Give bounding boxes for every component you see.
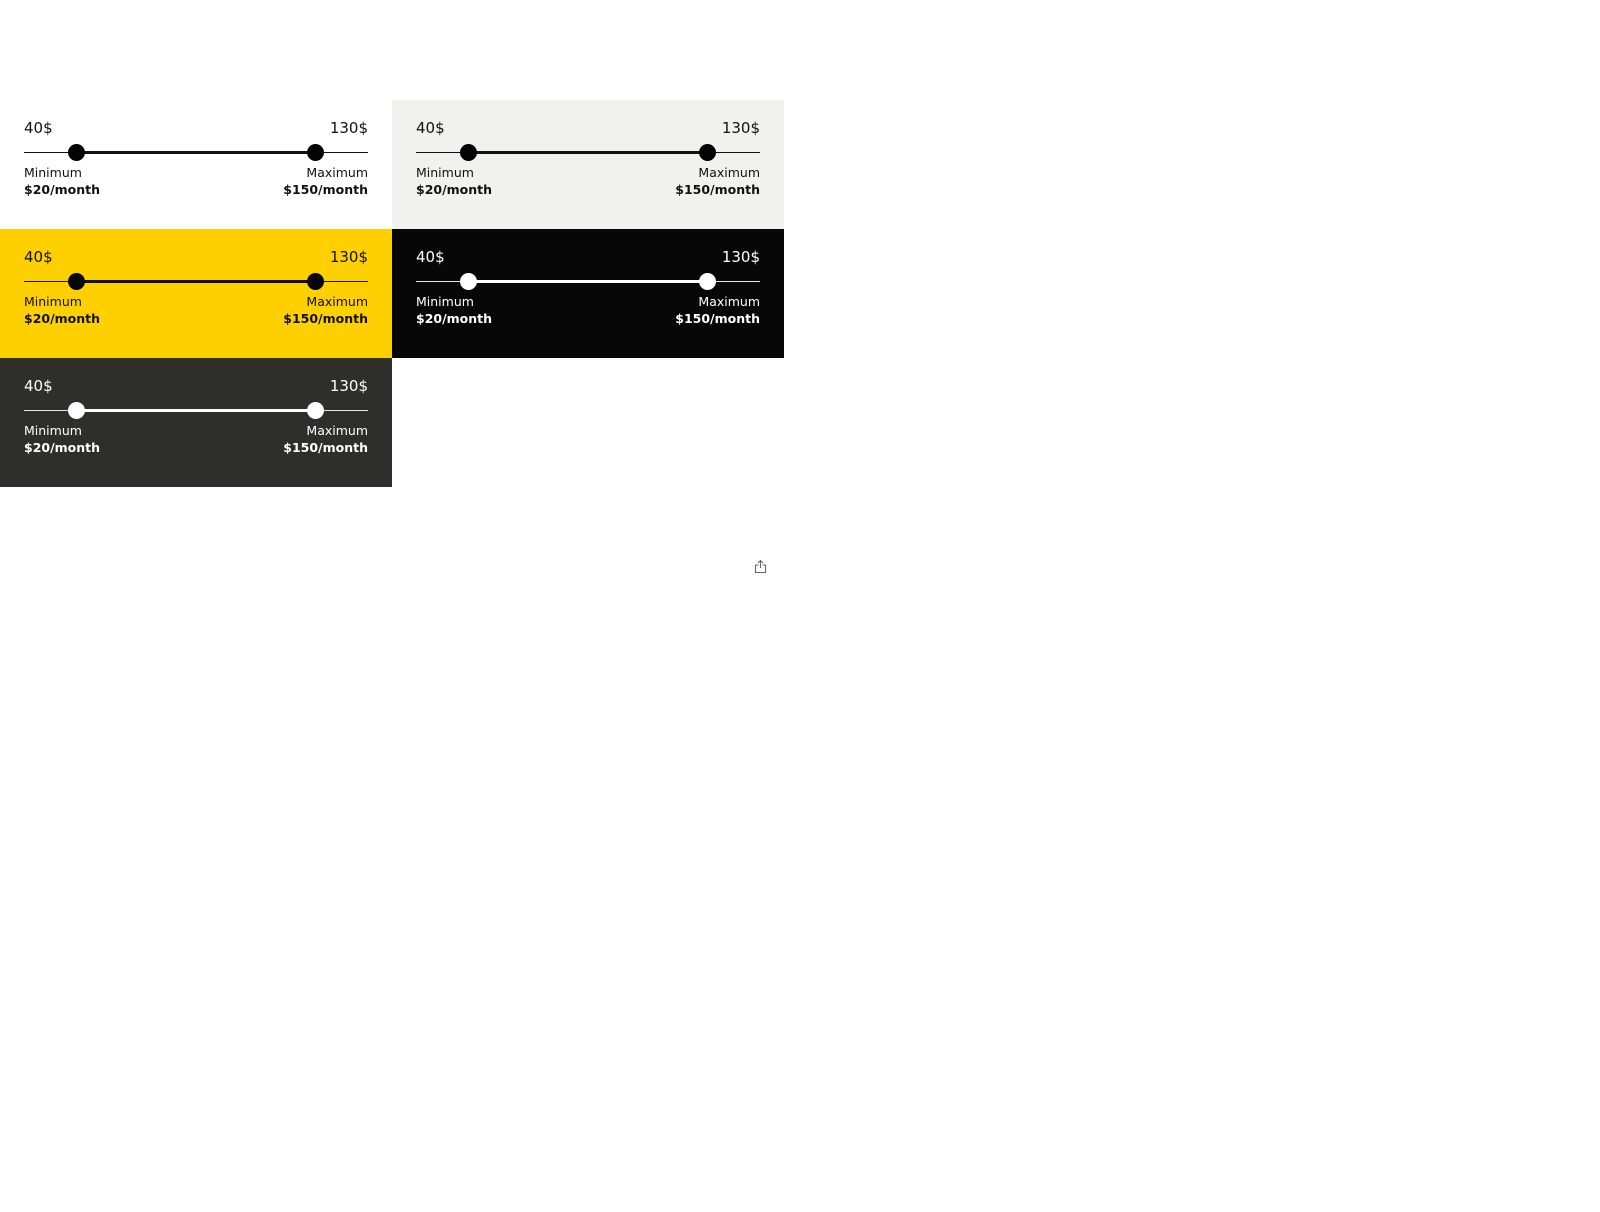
maximum-amount: $150/month bbox=[675, 311, 760, 326]
slider-min-handle[interactable] bbox=[68, 402, 86, 419]
range-slider-panel-yellow: 40$ 130$ Minimum $20/month Maximum $150/… bbox=[0, 229, 392, 358]
selected-max-value: 130$ bbox=[329, 377, 368, 395]
maximum-amount: $150/month bbox=[283, 182, 368, 197]
minimum-amount: $20/month bbox=[416, 311, 493, 326]
slider-max-handle[interactable] bbox=[698, 273, 716, 290]
selected-max-value: 130$ bbox=[721, 248, 760, 266]
minimum-caption: Minimum bbox=[416, 294, 474, 309]
slider-track[interactable] bbox=[416, 273, 760, 290]
maximum-label: Maximum $150/month bbox=[675, 164, 760, 198]
minimum-caption: Minimum bbox=[24, 294, 82, 309]
maximum-label: Maximum $150/month bbox=[675, 293, 760, 327]
slider-track[interactable] bbox=[24, 144, 368, 161]
selected-max-value: 130$ bbox=[329, 119, 368, 137]
selected-max-value: 130$ bbox=[329, 248, 368, 266]
minimum-label: Minimum $20/month bbox=[24, 293, 100, 327]
slider-track[interactable] bbox=[24, 402, 368, 419]
slider-min-handle[interactable] bbox=[460, 144, 478, 161]
minimum-label: Minimum $20/month bbox=[416, 293, 492, 327]
minimum-caption: Minimum bbox=[24, 165, 82, 180]
slider-max-handle[interactable] bbox=[306, 402, 324, 419]
slider-track[interactable] bbox=[416, 144, 760, 161]
maximum-caption: Maximum bbox=[306, 423, 368, 438]
slider-min-handle[interactable] bbox=[68, 144, 86, 161]
maximum-amount: $150/month bbox=[675, 182, 760, 197]
minimum-amount: $20/month bbox=[24, 311, 101, 326]
share-icon[interactable] bbox=[753, 559, 768, 574]
slider-max-handle[interactable] bbox=[306, 273, 324, 290]
slider-selected-range bbox=[468, 280, 708, 283]
maximum-amount: $150/month bbox=[283, 440, 368, 455]
minimum-amount: $20/month bbox=[24, 182, 101, 197]
slider-track[interactable] bbox=[24, 273, 368, 290]
minimum-amount: $20/month bbox=[24, 440, 101, 455]
minimum-amount: $20/month bbox=[416, 182, 493, 197]
maximum-label: Maximum $150/month bbox=[283, 422, 368, 456]
slider-selected-range bbox=[76, 151, 316, 154]
maximum-label: Maximum $150/month bbox=[283, 293, 368, 327]
slider-max-handle[interactable] bbox=[306, 144, 324, 161]
selected-min-value: 40$ bbox=[24, 119, 53, 137]
slider-selected-range bbox=[76, 280, 316, 283]
minimum-label: Minimum $20/month bbox=[416, 164, 492, 198]
selected-max-value: 130$ bbox=[721, 119, 760, 137]
slider-min-handle[interactable] bbox=[460, 273, 478, 290]
slider-max-handle[interactable] bbox=[698, 144, 716, 161]
range-slider-panel-white: 40$ 130$ Minimum $20/month Maximum $150/… bbox=[0, 100, 392, 229]
range-slider-panel-black: 40$ 130$ Minimum $20/month Maximum $150/… bbox=[392, 229, 784, 358]
slider-selected-range bbox=[76, 409, 316, 412]
slider-selected-range bbox=[468, 151, 708, 154]
slider-min-handle[interactable] bbox=[68, 273, 86, 290]
range-slider-panel-light-gray: 40$ 130$ Minimum $20/month Maximum $150/… bbox=[392, 100, 784, 229]
minimum-label: Minimum $20/month bbox=[24, 422, 100, 456]
minimum-caption: Minimum bbox=[24, 423, 82, 438]
selected-min-value: 40$ bbox=[416, 119, 445, 137]
selected-min-value: 40$ bbox=[24, 248, 53, 266]
selected-min-value: 40$ bbox=[416, 248, 445, 266]
selected-min-value: 40$ bbox=[24, 377, 53, 395]
minimum-caption: Minimum bbox=[416, 165, 474, 180]
maximum-amount: $150/month bbox=[283, 311, 368, 326]
minimum-label: Minimum $20/month bbox=[24, 164, 100, 198]
maximum-caption: Maximum bbox=[306, 165, 368, 180]
maximum-caption: Maximum bbox=[698, 165, 760, 180]
range-slider-panel-charcoal: 40$ 130$ Minimum $20/month Maximum $150/… bbox=[0, 358, 392, 487]
maximum-caption: Maximum bbox=[698, 294, 760, 309]
maximum-caption: Maximum bbox=[306, 294, 368, 309]
maximum-label: Maximum $150/month bbox=[283, 164, 368, 198]
